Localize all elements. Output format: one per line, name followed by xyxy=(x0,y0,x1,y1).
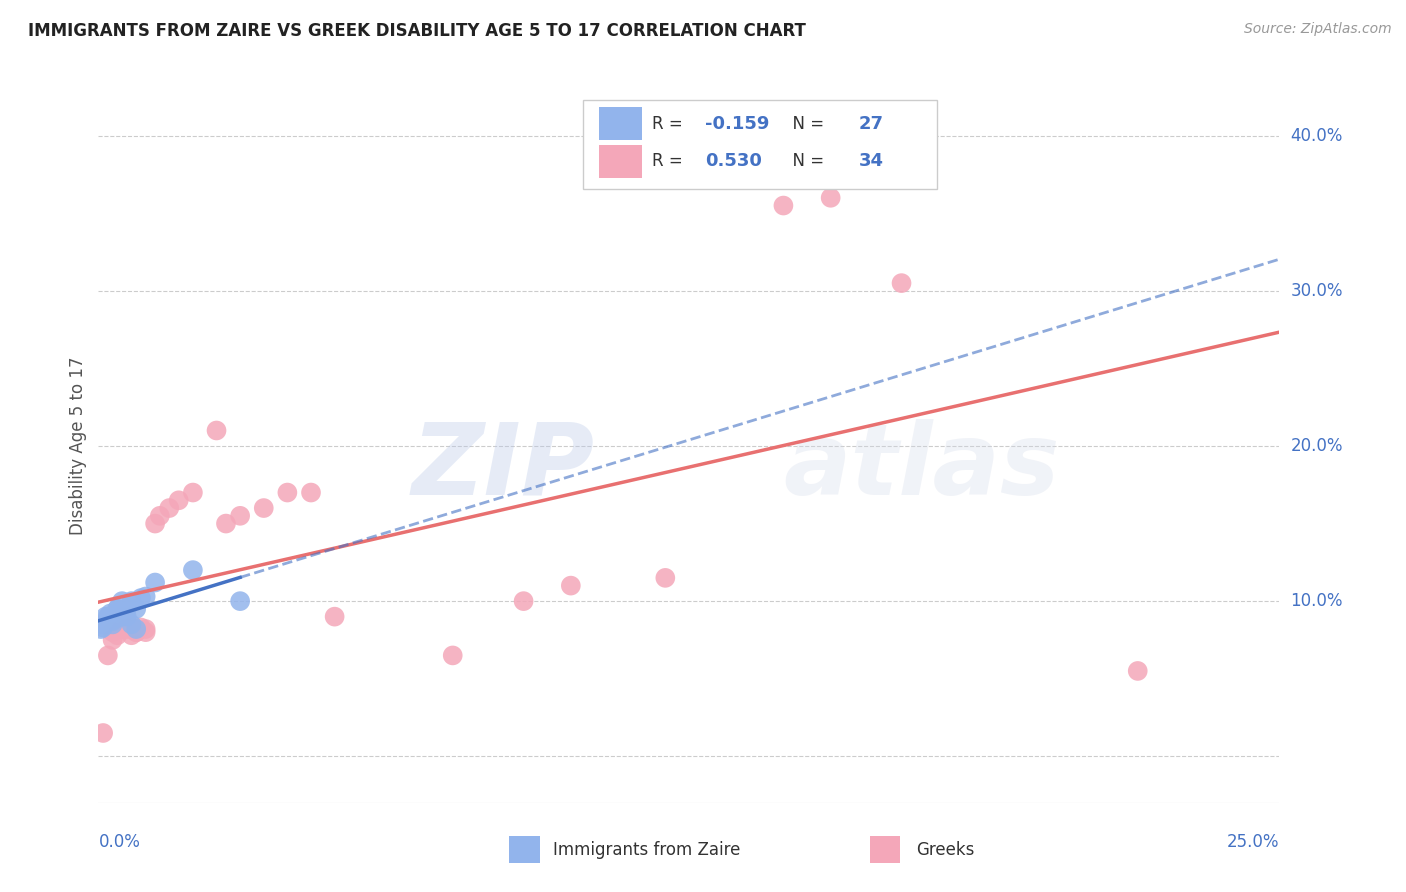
Point xyxy=(91,617,114,632)
Text: 40.0%: 40.0% xyxy=(1291,127,1343,145)
Point xyxy=(441,648,464,663)
Point xyxy=(91,620,114,634)
Point xyxy=(121,620,143,634)
FancyBboxPatch shape xyxy=(599,145,641,178)
Point xyxy=(253,501,276,516)
Point xyxy=(167,493,190,508)
Text: IMMIGRANTS FROM ZAIRE VS GREEK DISABILITY AGE 5 TO 17 CORRELATION CHART: IMMIGRANTS FROM ZAIRE VS GREEK DISABILIT… xyxy=(28,22,806,40)
Point xyxy=(97,648,120,663)
Point xyxy=(111,594,134,608)
Text: Immigrants from Zaire: Immigrants from Zaire xyxy=(553,840,741,858)
Point xyxy=(90,622,112,636)
Y-axis label: Disability Age 5 to 17: Disability Age 5 to 17 xyxy=(69,357,87,535)
Text: 27: 27 xyxy=(859,115,884,133)
Point xyxy=(115,622,138,636)
Point xyxy=(820,191,842,205)
Text: R =: R = xyxy=(652,153,689,170)
Text: 34: 34 xyxy=(859,153,884,170)
Point xyxy=(181,563,204,577)
Point xyxy=(105,628,128,642)
Point xyxy=(105,602,128,616)
Point xyxy=(143,575,166,590)
Point xyxy=(125,625,148,640)
Point xyxy=(299,485,322,500)
Point xyxy=(125,622,148,636)
Text: 30.0%: 30.0% xyxy=(1291,282,1343,300)
Point xyxy=(101,632,124,647)
Point xyxy=(1126,664,1149,678)
Point xyxy=(94,609,117,624)
Point xyxy=(111,607,134,621)
Point xyxy=(560,579,582,593)
Text: Greeks: Greeks xyxy=(915,840,974,858)
Point xyxy=(101,613,124,627)
Text: atlas: atlas xyxy=(783,419,1060,516)
Point xyxy=(143,516,166,531)
Point xyxy=(215,516,238,531)
Point xyxy=(135,622,157,636)
FancyBboxPatch shape xyxy=(599,107,641,140)
Point xyxy=(157,501,180,516)
Point xyxy=(205,424,228,438)
Point xyxy=(181,485,204,500)
FancyBboxPatch shape xyxy=(870,836,900,863)
Point xyxy=(111,622,134,636)
Text: ZIP: ZIP xyxy=(412,419,595,516)
Text: R =: R = xyxy=(652,115,689,133)
Point xyxy=(97,609,120,624)
Point xyxy=(105,609,128,624)
Point xyxy=(135,625,157,640)
Text: Source: ZipAtlas.com: Source: ZipAtlas.com xyxy=(1244,22,1392,37)
Point xyxy=(111,609,134,624)
FancyBboxPatch shape xyxy=(509,836,540,863)
Point xyxy=(229,594,252,608)
Point xyxy=(129,620,152,634)
Point xyxy=(121,617,143,632)
Point xyxy=(229,508,252,523)
Point xyxy=(105,602,128,616)
Point xyxy=(149,508,172,523)
Point xyxy=(125,625,148,640)
Point xyxy=(101,615,124,629)
Point xyxy=(101,617,124,632)
Text: -0.159: -0.159 xyxy=(706,115,770,133)
Point xyxy=(121,628,143,642)
Text: N =: N = xyxy=(782,115,830,133)
Point xyxy=(276,485,298,500)
Point xyxy=(91,726,114,740)
Text: 0.530: 0.530 xyxy=(706,153,762,170)
Point xyxy=(323,609,346,624)
Point xyxy=(654,571,676,585)
Point xyxy=(125,602,148,616)
Point xyxy=(512,594,534,608)
Point xyxy=(115,609,138,624)
Text: 0.0%: 0.0% xyxy=(98,833,141,851)
Point xyxy=(890,276,912,290)
Text: 10.0%: 10.0% xyxy=(1291,592,1343,610)
Point xyxy=(101,625,124,640)
Text: 25.0%: 25.0% xyxy=(1227,833,1279,851)
Point xyxy=(121,594,143,608)
FancyBboxPatch shape xyxy=(582,100,936,189)
Point xyxy=(98,607,121,621)
Point xyxy=(115,602,138,616)
Point xyxy=(97,613,120,627)
Point xyxy=(135,590,157,604)
Text: N =: N = xyxy=(782,153,830,170)
Point xyxy=(772,198,794,212)
Text: 20.0%: 20.0% xyxy=(1291,437,1343,455)
Point xyxy=(129,591,152,605)
